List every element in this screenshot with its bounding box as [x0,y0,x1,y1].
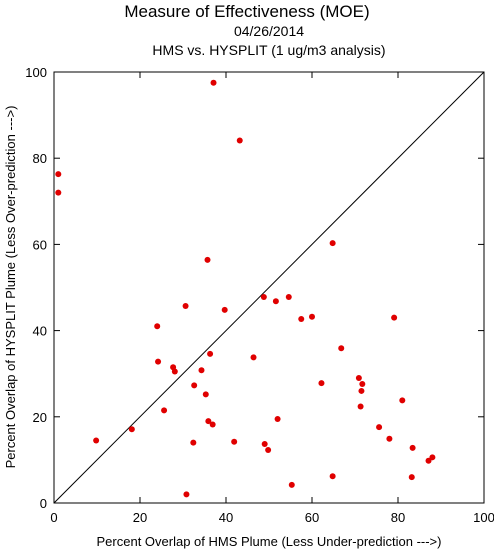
data-point [298,315,305,322]
data-point [190,439,197,446]
x-axis-label: Percent Overlap of HMS Plume (Less Under… [97,534,442,549]
data-point [191,382,198,389]
data-point [209,421,216,428]
data-point [399,397,406,404]
data-point [221,306,228,313]
data-point [425,457,432,464]
x-tick-label: 100 [473,510,494,525]
data-point [355,375,362,382]
data-point [205,418,212,425]
x-tick-label: 20 [133,510,147,525]
data-point [210,79,217,86]
data-point [155,358,162,365]
data-point [309,313,315,320]
data-point [288,481,295,488]
data-point [358,387,365,394]
x-tick-label: 60 [305,510,319,525]
data-points [55,79,436,498]
data-point [55,189,62,196]
data-point [274,415,281,422]
data-point [202,391,209,398]
chart-subtitle-analysis: HMS vs. HYSPLIT (1 ug/m3 analysis) [152,42,385,58]
y-axis-label: Percent Overlap of HYSPLIT Plume (Less O… [3,106,18,469]
y-tick-label: 60 [33,237,47,252]
y-tick-label: 100 [25,65,47,80]
data-point [207,350,214,357]
data-point [171,368,178,375]
data-point [93,437,100,444]
data-point [285,293,292,300]
data-point [429,454,436,461]
data-point [198,367,205,374]
data-point [231,438,238,445]
data-point [265,446,272,453]
data-point [329,473,336,480]
chart-title: Measure of Effectiveness (MOE) [124,2,369,21]
data-point [55,171,62,178]
data-point [338,345,345,352]
data-point [357,403,364,410]
y-axis-ticks: 0 20 40 60 80 100 [25,65,484,511]
diagonal-reference-line [53,71,485,504]
data-point [183,491,190,498]
x-tick-label: 0 [50,510,57,525]
x-tick-label: 80 [391,510,405,525]
data-point [261,440,268,447]
data-point [376,424,383,431]
plot-frame [53,71,485,504]
x-tick-label: 40 [219,510,233,525]
data-point [182,303,189,310]
data-point [272,298,279,305]
data-point [204,256,211,263]
data-point [236,137,243,144]
data-point [161,407,168,414]
y-tick-label: 0 [40,496,47,511]
data-point [409,444,416,451]
data-point [128,426,135,433]
y-tick-label: 40 [33,324,47,339]
x-axis-ticks: 0 20 40 60 80 100 [50,72,494,525]
data-point [391,314,398,321]
y-tick-label: 20 [33,410,47,425]
data-point [408,474,415,481]
data-point [260,293,267,300]
data-point [329,240,336,247]
data-point [359,381,366,388]
data-point [250,354,257,361]
data-point [386,435,393,442]
data-point [318,380,325,387]
y-tick-label: 80 [33,151,47,166]
data-point [154,323,161,330]
plot-area: 0 20 40 60 80 100 0 20 40 60 80 100 [25,65,494,525]
chart-subtitle-date: 04/26/2014 [234,23,304,39]
